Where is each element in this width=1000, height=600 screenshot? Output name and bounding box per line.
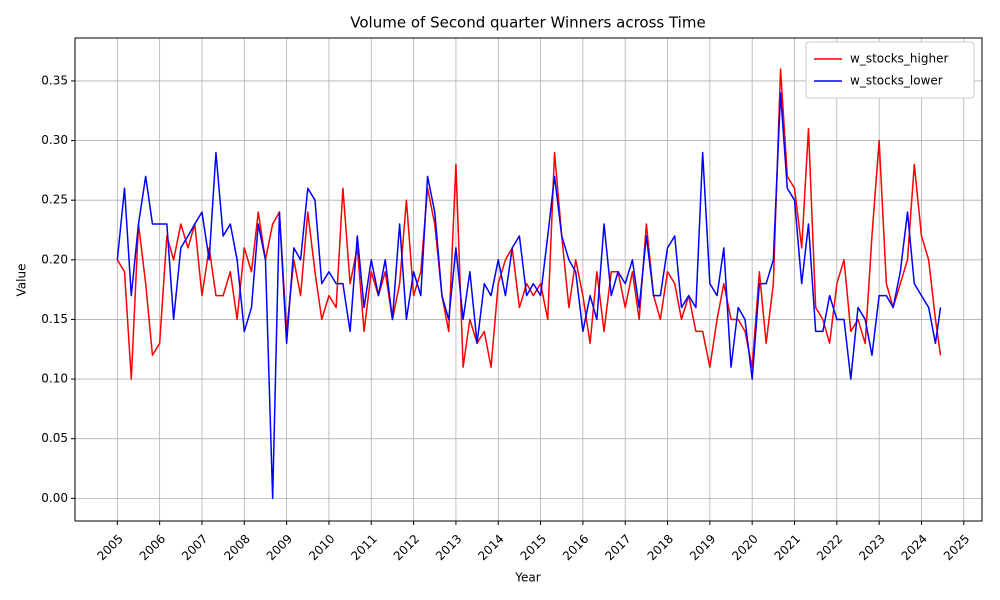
series-line <box>116 92 942 500</box>
y-tick-label: 0.00 <box>41 491 68 505</box>
y-tick-label: 0.20 <box>41 252 68 266</box>
legend-box <box>805 41 975 99</box>
plot-frame <box>74 37 983 522</box>
y-tick-label: 0.10 <box>41 372 68 386</box>
chart-title: Volume of Second quarter Winners across … <box>350 14 705 32</box>
y-axis-label: Value <box>15 264 29 297</box>
legend: w_stocks_higher w_stocks_lower <box>805 41 975 99</box>
x-axis-label: Year <box>514 571 540 585</box>
y-tick-label: 0.15 <box>41 312 68 326</box>
y-tick-label: 0.05 <box>41 431 68 445</box>
y-tick-label: 0.25 <box>41 193 68 207</box>
y-tick-label: 0.30 <box>41 133 68 147</box>
y-tick-label: 0.35 <box>41 73 68 87</box>
legend-label: w_stocks_lower <box>850 74 943 88</box>
legend-label: w_stocks_higher <box>850 52 948 66</box>
